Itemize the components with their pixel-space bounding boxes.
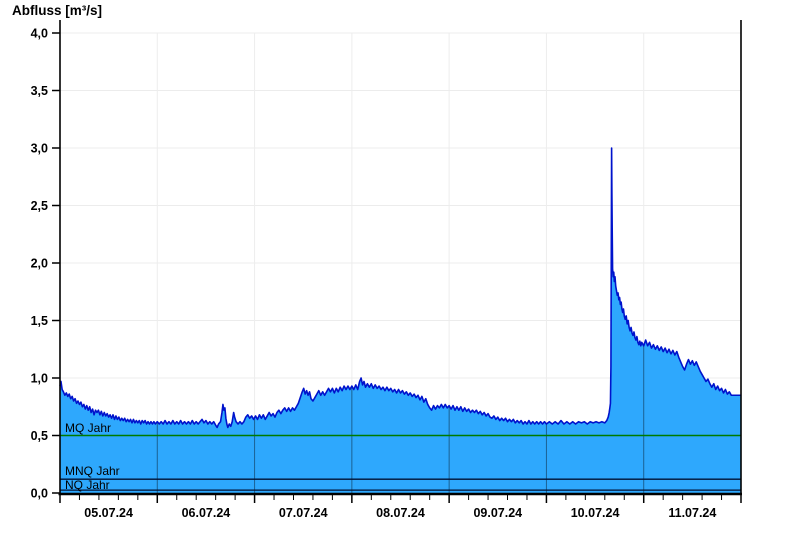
nq-jahr-label: NQ Jahr [65,478,110,492]
svg-text:2,0: 2,0 [31,257,48,271]
svg-text:1,0: 1,0 [31,372,48,386]
svg-text:4,0: 4,0 [31,27,48,41]
svg-text:09.07.24: 09.07.24 [473,506,522,520]
axes [58,20,742,496]
discharge-area [60,148,741,493]
svg-text:07.07.24: 07.07.24 [279,506,328,520]
svg-text:08.07.24: 08.07.24 [376,506,425,520]
svg-text:10.07.24: 10.07.24 [571,506,620,520]
svg-text:3,5: 3,5 [31,84,48,98]
discharge-line [59,147,741,429]
svg-text:2,5: 2,5 [31,199,48,213]
svg-text:0,5: 0,5 [31,429,48,443]
x-ticks: 05.07.24 06.07.24 07.07.24 08.07.24 09.07.24… [59,495,742,520]
svg-text:1,5: 1,5 [31,314,48,328]
svg-text:06.07.24: 06.07.24 [182,506,231,520]
y-ticks: 0,0 0,5 1,0 1,5 2,0 2,5 3,0 3,5 4,0 [31,27,60,501]
mq-jahr-label: MQ Jahr [65,421,112,435]
chart-title: Abfluss [m³/s] [12,3,103,18]
svg-text:11.07.24: 11.07.24 [668,506,716,520]
svg-text:0,0: 0,0 [31,487,48,501]
svg-text:3,0: 3,0 [31,142,48,156]
svg-text:05.07.24: 05.07.24 [84,506,133,520]
mnq-jahr-label: MNQ Jahr [65,464,120,478]
